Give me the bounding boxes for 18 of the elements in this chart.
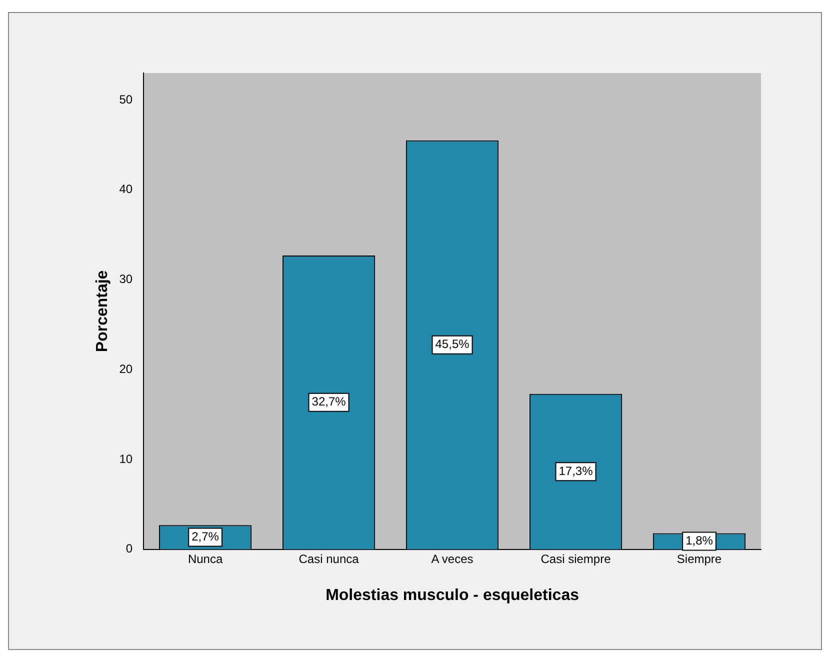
data-label: 1,8% <box>686 534 714 548</box>
y-tick-label: 50 <box>119 92 133 106</box>
y-tick-label: 30 <box>119 272 133 286</box>
y-tick-label: 0 <box>126 542 133 556</box>
data-label: 32,7% <box>312 394 346 409</box>
x-tick-label: Nunca <box>188 552 223 566</box>
x-tick-label: Siempre <box>676 552 722 566</box>
x-axis-title: Molestias musculo - esqueleticas <box>326 586 580 604</box>
data-label: 45,5% <box>435 337 470 352</box>
x-tick-label: Casi nunca <box>298 552 360 566</box>
data-label: 17,3% <box>558 464 594 478</box>
x-tick-label: Casi siempre <box>540 552 612 566</box>
y-tick-label: 10 <box>119 452 133 466</box>
data-label: 2,7% <box>192 530 220 544</box>
y-tick-label: 40 <box>119 182 133 196</box>
y-axis-title: Porcentaje <box>94 270 112 352</box>
x-tick-label: A veces <box>431 552 474 566</box>
y-tick-label: 20 <box>119 362 133 376</box>
